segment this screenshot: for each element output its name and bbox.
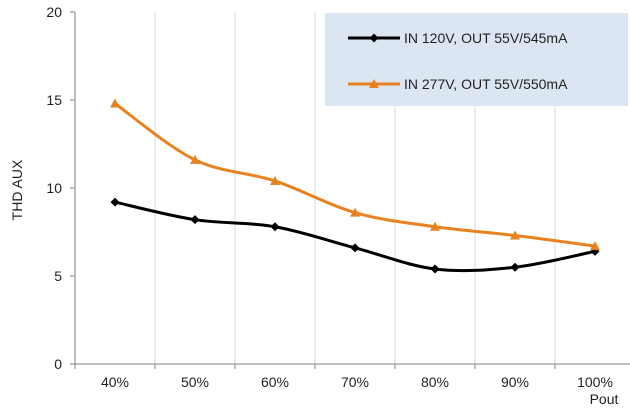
x-tick-label-50pct: 50% xyxy=(181,374,209,390)
x-tick-label-90pct: 90% xyxy=(501,374,529,390)
y-tick-label-15: 15 xyxy=(46,92,62,108)
series-1-point-50pct xyxy=(190,215,200,225)
y-axis-label: THD AUX xyxy=(9,159,25,220)
legend-label-2: IN 277V, OUT 55V/550mA xyxy=(404,76,568,92)
series-1 xyxy=(110,197,600,274)
x-tick-label-80pct: 80% xyxy=(421,374,449,390)
y-tick-label-20: 20 xyxy=(46,4,62,20)
series-2 xyxy=(110,98,600,251)
y-tick-label-5: 5 xyxy=(54,268,62,284)
legend-swatch-marker-2 xyxy=(369,79,379,88)
series-1-point-40pct xyxy=(110,197,120,207)
series-2-point-40pct xyxy=(110,98,120,108)
series-2-point-60pct xyxy=(270,175,280,185)
series-2-point-80pct xyxy=(430,221,440,231)
y-tick-label-0: 0 xyxy=(54,356,62,372)
legend-swatch-marker-1 xyxy=(369,33,379,43)
series-2-point-70pct xyxy=(350,207,360,217)
legend-label-1: IN 120V, OUT 55V/545mA xyxy=(404,30,568,46)
x-tick-label-70pct: 70% xyxy=(341,374,369,390)
series-2-point-50pct xyxy=(190,154,200,164)
series-1-point-60pct xyxy=(270,222,280,232)
x-tick-label-100pct: 100% xyxy=(577,374,613,390)
y-tick-labels: 0 5 10 15 20 xyxy=(46,4,75,372)
series-2-line xyxy=(114,102,596,248)
series-group xyxy=(110,98,600,274)
x-axis-label: Pout xyxy=(590,391,619,407)
series-1-point-70pct xyxy=(350,243,360,253)
series-1-point-80pct xyxy=(430,264,440,274)
series-1-point-90pct xyxy=(510,262,520,272)
legend: IN 120V, OUT 55V/545mA IN 277V, OUT 55V/5… xyxy=(325,13,628,106)
x-tick-label-60pct: 60% xyxy=(261,374,289,390)
x-tick-labels: 40% 50% 60% 70% 80% 90% 100% xyxy=(74,364,613,390)
series-2-point-90pct xyxy=(510,230,520,240)
legend-box xyxy=(325,13,628,106)
series-2-point-100pct xyxy=(590,241,600,251)
x-tick-label-40pct: 40% xyxy=(101,374,129,390)
y-tick-label-10: 10 xyxy=(46,180,62,196)
